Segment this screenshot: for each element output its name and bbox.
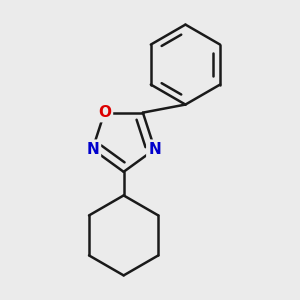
Text: N: N: [148, 142, 161, 157]
Text: N: N: [86, 142, 99, 157]
Text: O: O: [98, 105, 111, 120]
